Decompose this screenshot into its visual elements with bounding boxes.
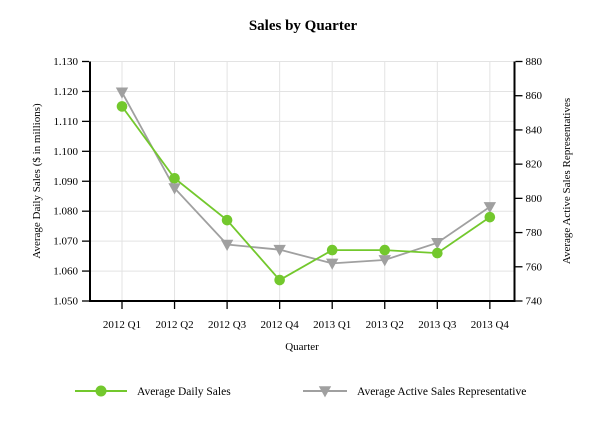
right-y-tick-label: 740 — [526, 296, 543, 308]
series-active-reps — [115, 87, 497, 270]
right-y-tick-label: 780 — [526, 227, 543, 239]
right-y-tick-label: 840 — [526, 124, 543, 136]
chart-title: Sales by Quarter — [249, 18, 358, 34]
legend-label-active-reps: Average Active Sales Representative — [357, 386, 526, 398]
data-point-marker — [432, 247, 443, 259]
right-y-tick-label: 880 — [526, 56, 543, 68]
right-y-tick-label: 860 — [526, 90, 543, 102]
x-axis-tick-label: 2013 Q3 — [418, 319, 457, 331]
legend: Average Daily Sales Average Active Sales… — [75, 385, 526, 398]
left-y-tick-label: 1.120 — [53, 86, 78, 98]
left-y-tick-label: 1.110 — [54, 116, 79, 128]
plot-area: 1.050 1.060 1.070 1.080 1.090 1.100 1.110 1.120… — [53, 56, 542, 331]
data-point-marker — [274, 274, 285, 286]
legend-label-daily-sales: Average Daily Sales — [137, 386, 231, 398]
axis-frame — [89, 61, 516, 302]
left-y-tick-label: 1.060 — [53, 266, 78, 278]
x-axis-tick-label: 2012 Q4 — [261, 319, 300, 331]
data-point-marker — [378, 255, 391, 267]
left-y-tick-label: 1.080 — [53, 206, 78, 218]
right-y-axis-label: Average Active Sales Representatives — [561, 98, 573, 264]
left-y-tick-label: 1.050 — [53, 296, 78, 308]
data-point-marker — [116, 101, 128, 112]
series-line — [121, 105, 491, 282]
data-point-marker — [115, 87, 129, 99]
x-axis-tick-label: 2012 Q3 — [208, 319, 247, 331]
x-axis-tick-label: 2012 Q1 — [103, 319, 141, 331]
series-daily-sales — [116, 101, 496, 286]
left-y-tick-label: 1.070 — [53, 236, 78, 248]
x-axis-label: Quarter — [285, 341, 319, 353]
x-axis-tick-label: 2013 Q2 — [366, 319, 404, 331]
left-y-tick-label: 1.100 — [53, 146, 78, 158]
data-point-marker — [273, 244, 286, 257]
x-axis-tick-label: 2013 Q4 — [471, 319, 510, 331]
x-axis-tick-label: 2013 Q1 — [313, 319, 351, 331]
data-point-marker — [169, 172, 180, 184]
left-y-axis-label: Average Daily Sales ($ in millions) — [31, 103, 43, 259]
data-point-marker — [168, 183, 181, 195]
left-y-tick-label: 1.090 — [53, 176, 78, 188]
data-point-marker — [220, 239, 234, 251]
data-point-marker — [326, 258, 339, 270]
right-y-tick-label: 820 — [526, 159, 543, 171]
left-y-tick-label: 1.130 — [53, 56, 78, 68]
x-axis-tick-label: 2012 Q2 — [155, 319, 193, 331]
data-point-marker — [326, 244, 338, 256]
legend-triangle-marker-icon — [318, 386, 332, 398]
legend-circle-marker-icon — [95, 385, 107, 397]
data-point-marker — [221, 214, 233, 226]
data-point-marker — [484, 211, 496, 223]
data-point-marker — [483, 202, 497, 214]
right-y-tick-label: 760 — [526, 261, 543, 273]
data-point-marker — [379, 244, 391, 256]
right-y-tick-label: 800 — [526, 193, 543, 205]
series-line — [121, 91, 491, 265]
data-point-marker — [431, 238, 444, 250]
